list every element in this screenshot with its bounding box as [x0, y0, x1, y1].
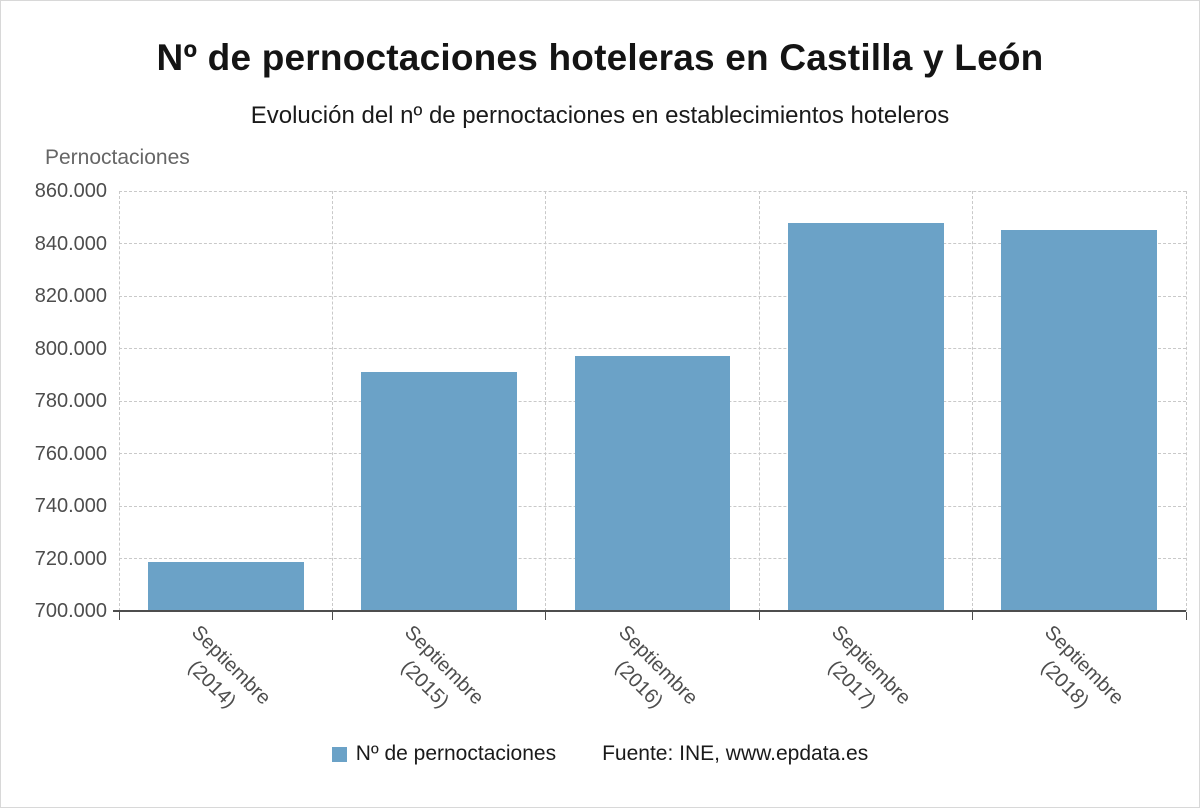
h-gridline: [119, 295, 1186, 297]
plot-area: [113, 190, 1187, 620]
chart-subtitle: Evolución del nº de pernoctaciones en es…: [250, 102, 950, 129]
x-axis-tick: [972, 612, 974, 620]
x-axis-tick: [331, 612, 333, 620]
h-gridline: [119, 348, 1186, 349]
bar: [147, 562, 304, 611]
x-category-label: Septiembre (2017): [823, 621, 915, 713]
bar: [788, 222, 944, 611]
source-text: Fuente: INE, www.epdata.es: [602, 742, 869, 765]
x-axis-tick: [1185, 612, 1187, 620]
x-axis-tick: [758, 612, 760, 620]
y-tick-label: 700.000: [34, 600, 107, 622]
x-category-label: Septiembre (2016): [610, 621, 702, 713]
v-gridline: [1185, 191, 1187, 611]
y-tick-label: 840.000: [34, 232, 107, 255]
v-gridline: [972, 191, 974, 611]
v-gridline: [118, 191, 120, 611]
y-tick-label: 780.000: [34, 390, 107, 412]
y-tick-label: 860.000: [34, 180, 107, 202]
y-tick-label: 760.000: [34, 442, 107, 465]
y-axis-labels: 700.000 720.000 740.000 760.000 780.000 800.0…: [1, 180, 107, 622]
v-gridline: [545, 191, 547, 611]
legend-row: Nº de pernoctaciones Fuente: INE, www.ep…: [1, 742, 1199, 766]
h-gridline: [119, 243, 1186, 244]
x-category-label: Septiembre (2018): [1036, 621, 1129, 713]
bar: [1001, 229, 1158, 611]
x-axis-labels: Septiembre (2014) Septiembre (2015) Septie…: [119, 613, 1186, 738]
y-tick-label: 740.000: [34, 495, 107, 517]
x-axis-line: [113, 610, 1186, 612]
legend-label: Nº de pernoctaciones: [355, 742, 557, 765]
x-category-label: Septiembre (2015): [396, 621, 489, 713]
legend-item: Nº de pernoctaciones: [331, 742, 557, 766]
x-axis-tick: [118, 612, 120, 620]
h-gridline: [119, 190, 1186, 192]
y-axis-title: Pernoctaciones: [45, 146, 190, 169]
legend-swatch-icon: [331, 746, 347, 762]
bar: [574, 356, 731, 611]
v-gridline: [331, 191, 333, 611]
x-category-label: Septiembre (2014): [183, 621, 275, 713]
x-axis-tick: [545, 612, 547, 620]
y-tick-label: 820.000: [34, 285, 107, 307]
y-tick-label: 720.000: [34, 547, 107, 570]
y-tick-label: 800.000: [34, 337, 107, 360]
v-gridline: [758, 191, 760, 611]
chart-title: Nº de pernoctaciones hoteleras en Castil…: [156, 37, 1044, 78]
bar: [361, 371, 517, 611]
